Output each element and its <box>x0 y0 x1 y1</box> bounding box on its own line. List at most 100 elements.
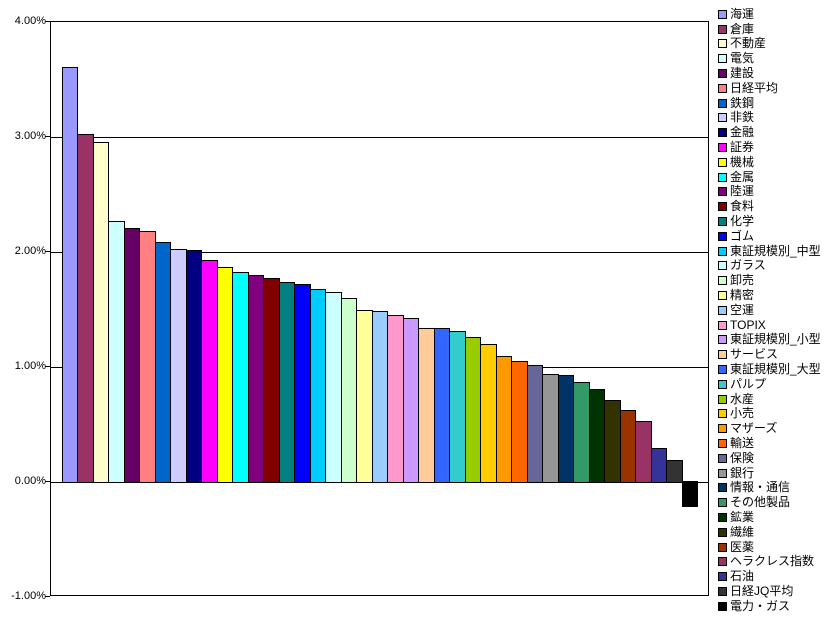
legend-swatch-icon <box>718 586 727 596</box>
legend-item-海運: 海運 <box>718 7 821 22</box>
y-axis-tick <box>45 21 50 22</box>
legend-swatch-icon <box>718 572 727 582</box>
legend-item-日経平均: 日経平均 <box>718 81 821 96</box>
y-axis-label: -1.00% <box>11 590 46 602</box>
legend-label: 繊維 <box>730 524 755 539</box>
legend-swatch-icon <box>718 453 727 463</box>
legend-swatch-icon <box>718 409 727 419</box>
bar-電気 <box>108 220 125 483</box>
legend-swatch-icon <box>718 498 727 508</box>
legend-swatch-icon <box>718 365 727 375</box>
legend-swatch-icon <box>718 468 727 478</box>
bar-化学 <box>278 281 296 483</box>
legend-item-不動産: 不動産 <box>718 37 821 52</box>
legend-swatch-icon <box>718 69 727 79</box>
legend-swatch-icon <box>718 113 727 123</box>
y-axis-tick <box>45 481 50 482</box>
legend-item-医薬: 医薬 <box>718 540 821 555</box>
legend-label: 不動産 <box>730 36 767 51</box>
legend-swatch-icon <box>718 350 727 360</box>
bar-食料 <box>263 278 280 483</box>
bar-海運 <box>62 66 79 483</box>
y-axis-tick <box>45 136 50 137</box>
bar-石油 <box>650 447 668 483</box>
legend-item-ガラス: ガラス <box>718 259 821 274</box>
legend-item-金融: 金融 <box>718 125 821 140</box>
bar-精密 <box>356 309 373 483</box>
legend-label: 陸運 <box>730 184 755 199</box>
legend-item-金属: 金属 <box>718 170 821 185</box>
legend-swatch-icon <box>718 128 727 138</box>
legend-item-輸送: 輸送 <box>718 436 821 451</box>
legend-item-食料: 食料 <box>718 199 821 214</box>
legend-swatch-icon <box>718 483 727 493</box>
legend-item-倉庫: 倉庫 <box>718 22 821 37</box>
legend-label: 情報・通信 <box>730 480 791 495</box>
legend-swatch-icon <box>718 98 727 108</box>
legend-item-電気: 電気 <box>718 51 821 66</box>
legend-label: 非鉄 <box>730 110 755 125</box>
legend-label: 電力・ガス <box>730 598 791 613</box>
legend-swatch-icon <box>718 601 727 611</box>
legend-label: その他製品 <box>730 495 791 510</box>
bar-東証規模別_大型 <box>433 327 451 483</box>
bar-輸送 <box>511 361 528 483</box>
legend-label: 医薬 <box>730 539 755 554</box>
legend-swatch-icon <box>718 9 727 19</box>
legend-swatch-icon <box>718 320 727 330</box>
legend-label: 建設 <box>730 66 755 81</box>
legend-swatch-icon <box>718 291 727 301</box>
legend-item-化学: 化学 <box>718 214 821 229</box>
plot-area <box>50 21 709 596</box>
legend-label: 卸売 <box>730 273 755 288</box>
legend-label: マザーズ <box>730 421 778 436</box>
legend-label: ヘラクレス指数 <box>730 554 815 569</box>
legend-label: 海運 <box>730 6 755 21</box>
bar-水産 <box>464 337 482 483</box>
bar-TOPIX <box>387 315 404 483</box>
legend-label: 倉庫 <box>730 21 755 36</box>
legend-item-サービス: サービス <box>718 347 821 362</box>
legend-item-建設: 建設 <box>718 66 821 81</box>
legend-label: TOPIX <box>730 317 766 332</box>
y-axis-tick <box>45 596 50 597</box>
legend-item-その他製品: その他製品 <box>718 495 821 510</box>
legend-swatch-icon <box>718 143 727 153</box>
bar-サービス <box>418 327 435 483</box>
legend-item-日経JQ平均: 日経JQ平均 <box>718 584 821 599</box>
y-axis-label: 3.00% <box>14 130 46 142</box>
legend-label: 水産 <box>730 391 755 406</box>
legend-label: ガラス <box>730 258 766 273</box>
legend-swatch-icon <box>718 24 727 34</box>
legend-label: 証券 <box>730 140 755 155</box>
legend-swatch-icon <box>718 335 727 345</box>
legend-label: 東証規模別_中型 <box>730 243 821 258</box>
legend-label: サービス <box>730 347 779 362</box>
legend-swatch-icon <box>718 231 727 241</box>
bar-鉄鋼 <box>154 241 172 483</box>
bar-東証規模別_小型 <box>402 317 420 483</box>
legend-item-卸売: 卸売 <box>718 273 821 288</box>
y-axis-label: 2.00% <box>14 245 46 257</box>
legend-item-マザーズ: マザーズ <box>718 421 821 436</box>
legend-item-鉄鋼: 鉄鋼 <box>718 96 821 111</box>
bar-その他製品 <box>573 381 590 483</box>
legend-item-小売: 小売 <box>718 407 821 422</box>
legend-label: 東証規模別_小型 <box>730 332 821 347</box>
legend-label: 輸送 <box>730 436 755 450</box>
legend-item-東証規模別_大型: 東証規模別_大型 <box>718 362 821 377</box>
legend-item-水産: 水産 <box>718 392 821 407</box>
legend-label: 銀行 <box>730 465 755 480</box>
legend-swatch-icon <box>718 512 727 522</box>
bar-ゴム <box>294 284 311 483</box>
legend-swatch-icon <box>718 305 727 315</box>
bar-非鉄 <box>170 248 187 483</box>
bar-東証規模別_中型 <box>309 288 327 483</box>
bar-不動産 <box>92 141 110 483</box>
legend-label: 電気 <box>730 51 755 66</box>
legend-label: 金属 <box>730 169 755 184</box>
legend-swatch-icon <box>718 246 727 256</box>
legend-item-東証規模別_小型: 東証規模別_小型 <box>718 333 821 348</box>
bar-建設 <box>123 227 141 483</box>
